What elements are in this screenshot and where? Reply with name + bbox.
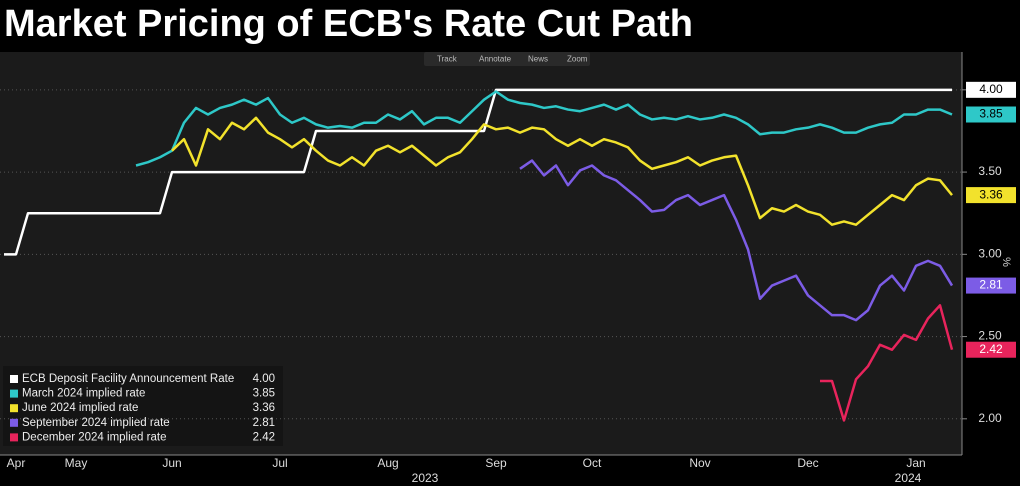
toolbar-button[interactable]: News [528, 55, 548, 64]
toolbar-button[interactable]: Zoom [567, 55, 588, 64]
y-tick-label: 3.50 [978, 164, 1002, 178]
legend-label: March 2024 implied rate [22, 388, 145, 400]
value-box [966, 106, 1016, 123]
value-box-label: 2.42 [979, 342, 1003, 356]
legend-label: June 2024 implied rate [22, 402, 138, 414]
legend-label: September 2024 implied rate [22, 417, 170, 429]
x-tick-label: Oct [583, 456, 602, 470]
x-tick-label: Dec [797, 456, 818, 470]
legend-swatch [10, 375, 18, 383]
value-box-label: 3.36 [979, 187, 1003, 201]
legend-swatch [10, 389, 18, 398]
x-tick-label: Aug [377, 456, 398, 470]
legend-swatch [10, 404, 18, 413]
toolbar-button[interactable]: Annotate [479, 55, 512, 64]
x-tick-label: Sep [485, 456, 507, 470]
value-box [966, 277, 1016, 294]
value-box [966, 187, 1016, 204]
legend-bg [3, 366, 283, 446]
legend-value: 2.81 [253, 417, 275, 429]
y-tick-label: 2.50 [978, 329, 1002, 343]
x-tick-label: May [65, 456, 88, 470]
toolbar: Track Annotate News Zoom [424, 52, 590, 66]
chart-title: Market Pricing of ECB's Rate Cut Path [4, 3, 693, 45]
toolbar-button[interactable]: Track [437, 55, 458, 64]
value-box [966, 341, 1016, 358]
y-tick-label: 2.00 [978, 411, 1002, 425]
series-line [519, 159, 954, 322]
series-line [171, 116, 953, 226]
value-box-label: 2.81 [979, 278, 1003, 292]
x-group-label: 2024 [895, 471, 922, 485]
value-box [966, 81, 1016, 98]
legend-swatch [10, 418, 18, 427]
legend-swatch [10, 433, 18, 442]
x-tick-label: Nov [689, 456, 710, 470]
legend-value: 3.85 [253, 388, 275, 400]
legend-value: 4.00 [253, 373, 275, 385]
x-tick-label: Jul [272, 456, 287, 470]
legend-value: 2.42 [253, 431, 275, 443]
legend-label: ECB Deposit Facility Announcement Rate [22, 373, 234, 385]
value-box-label: 4.00 [979, 82, 1003, 96]
series-line [135, 90, 953, 167]
x-group-label: 2023 [412, 471, 439, 485]
legend-label: December 2024 implied rate [22, 431, 166, 443]
x-tick-label: Apr [7, 456, 26, 470]
x-tick-label: Jan [906, 456, 925, 470]
y-axis-label: % [1000, 257, 1012, 267]
x-tick-label: Jun [162, 456, 181, 470]
y-tick-label: 3.00 [978, 246, 1002, 260]
value-box-label: 3.85 [979, 107, 1003, 121]
legend-value: 3.36 [253, 402, 275, 414]
series-line [820, 304, 954, 422]
toolbar-bg [424, 52, 590, 66]
